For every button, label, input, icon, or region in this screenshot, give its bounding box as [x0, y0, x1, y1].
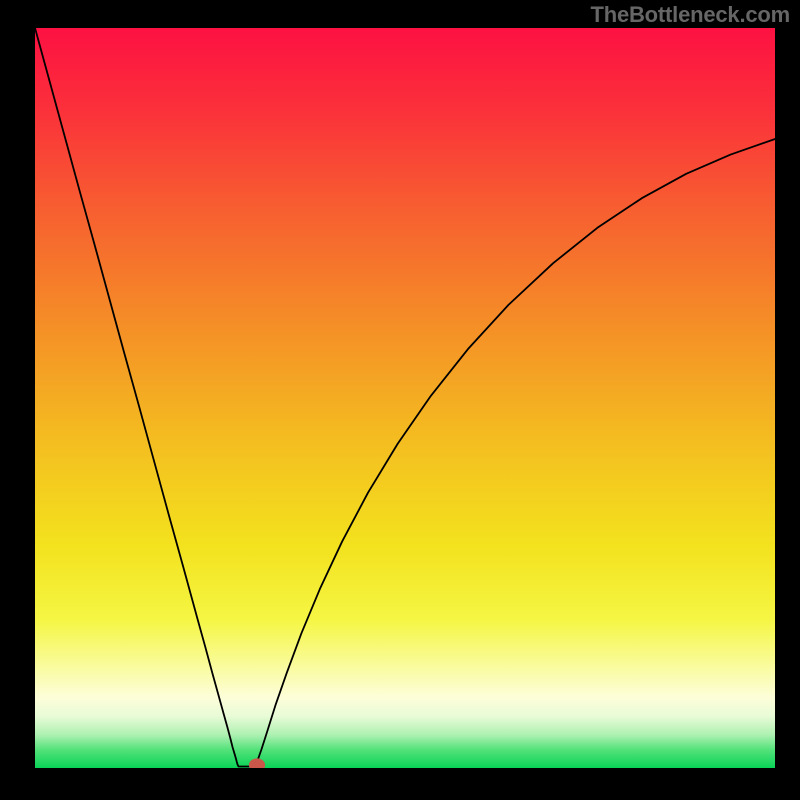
bottleneck-chart [35, 28, 775, 768]
chart-frame: { "meta": { "watermark": "TheBottleneck.… [0, 0, 800, 800]
watermark-text: TheBottleneck.com [590, 2, 790, 28]
